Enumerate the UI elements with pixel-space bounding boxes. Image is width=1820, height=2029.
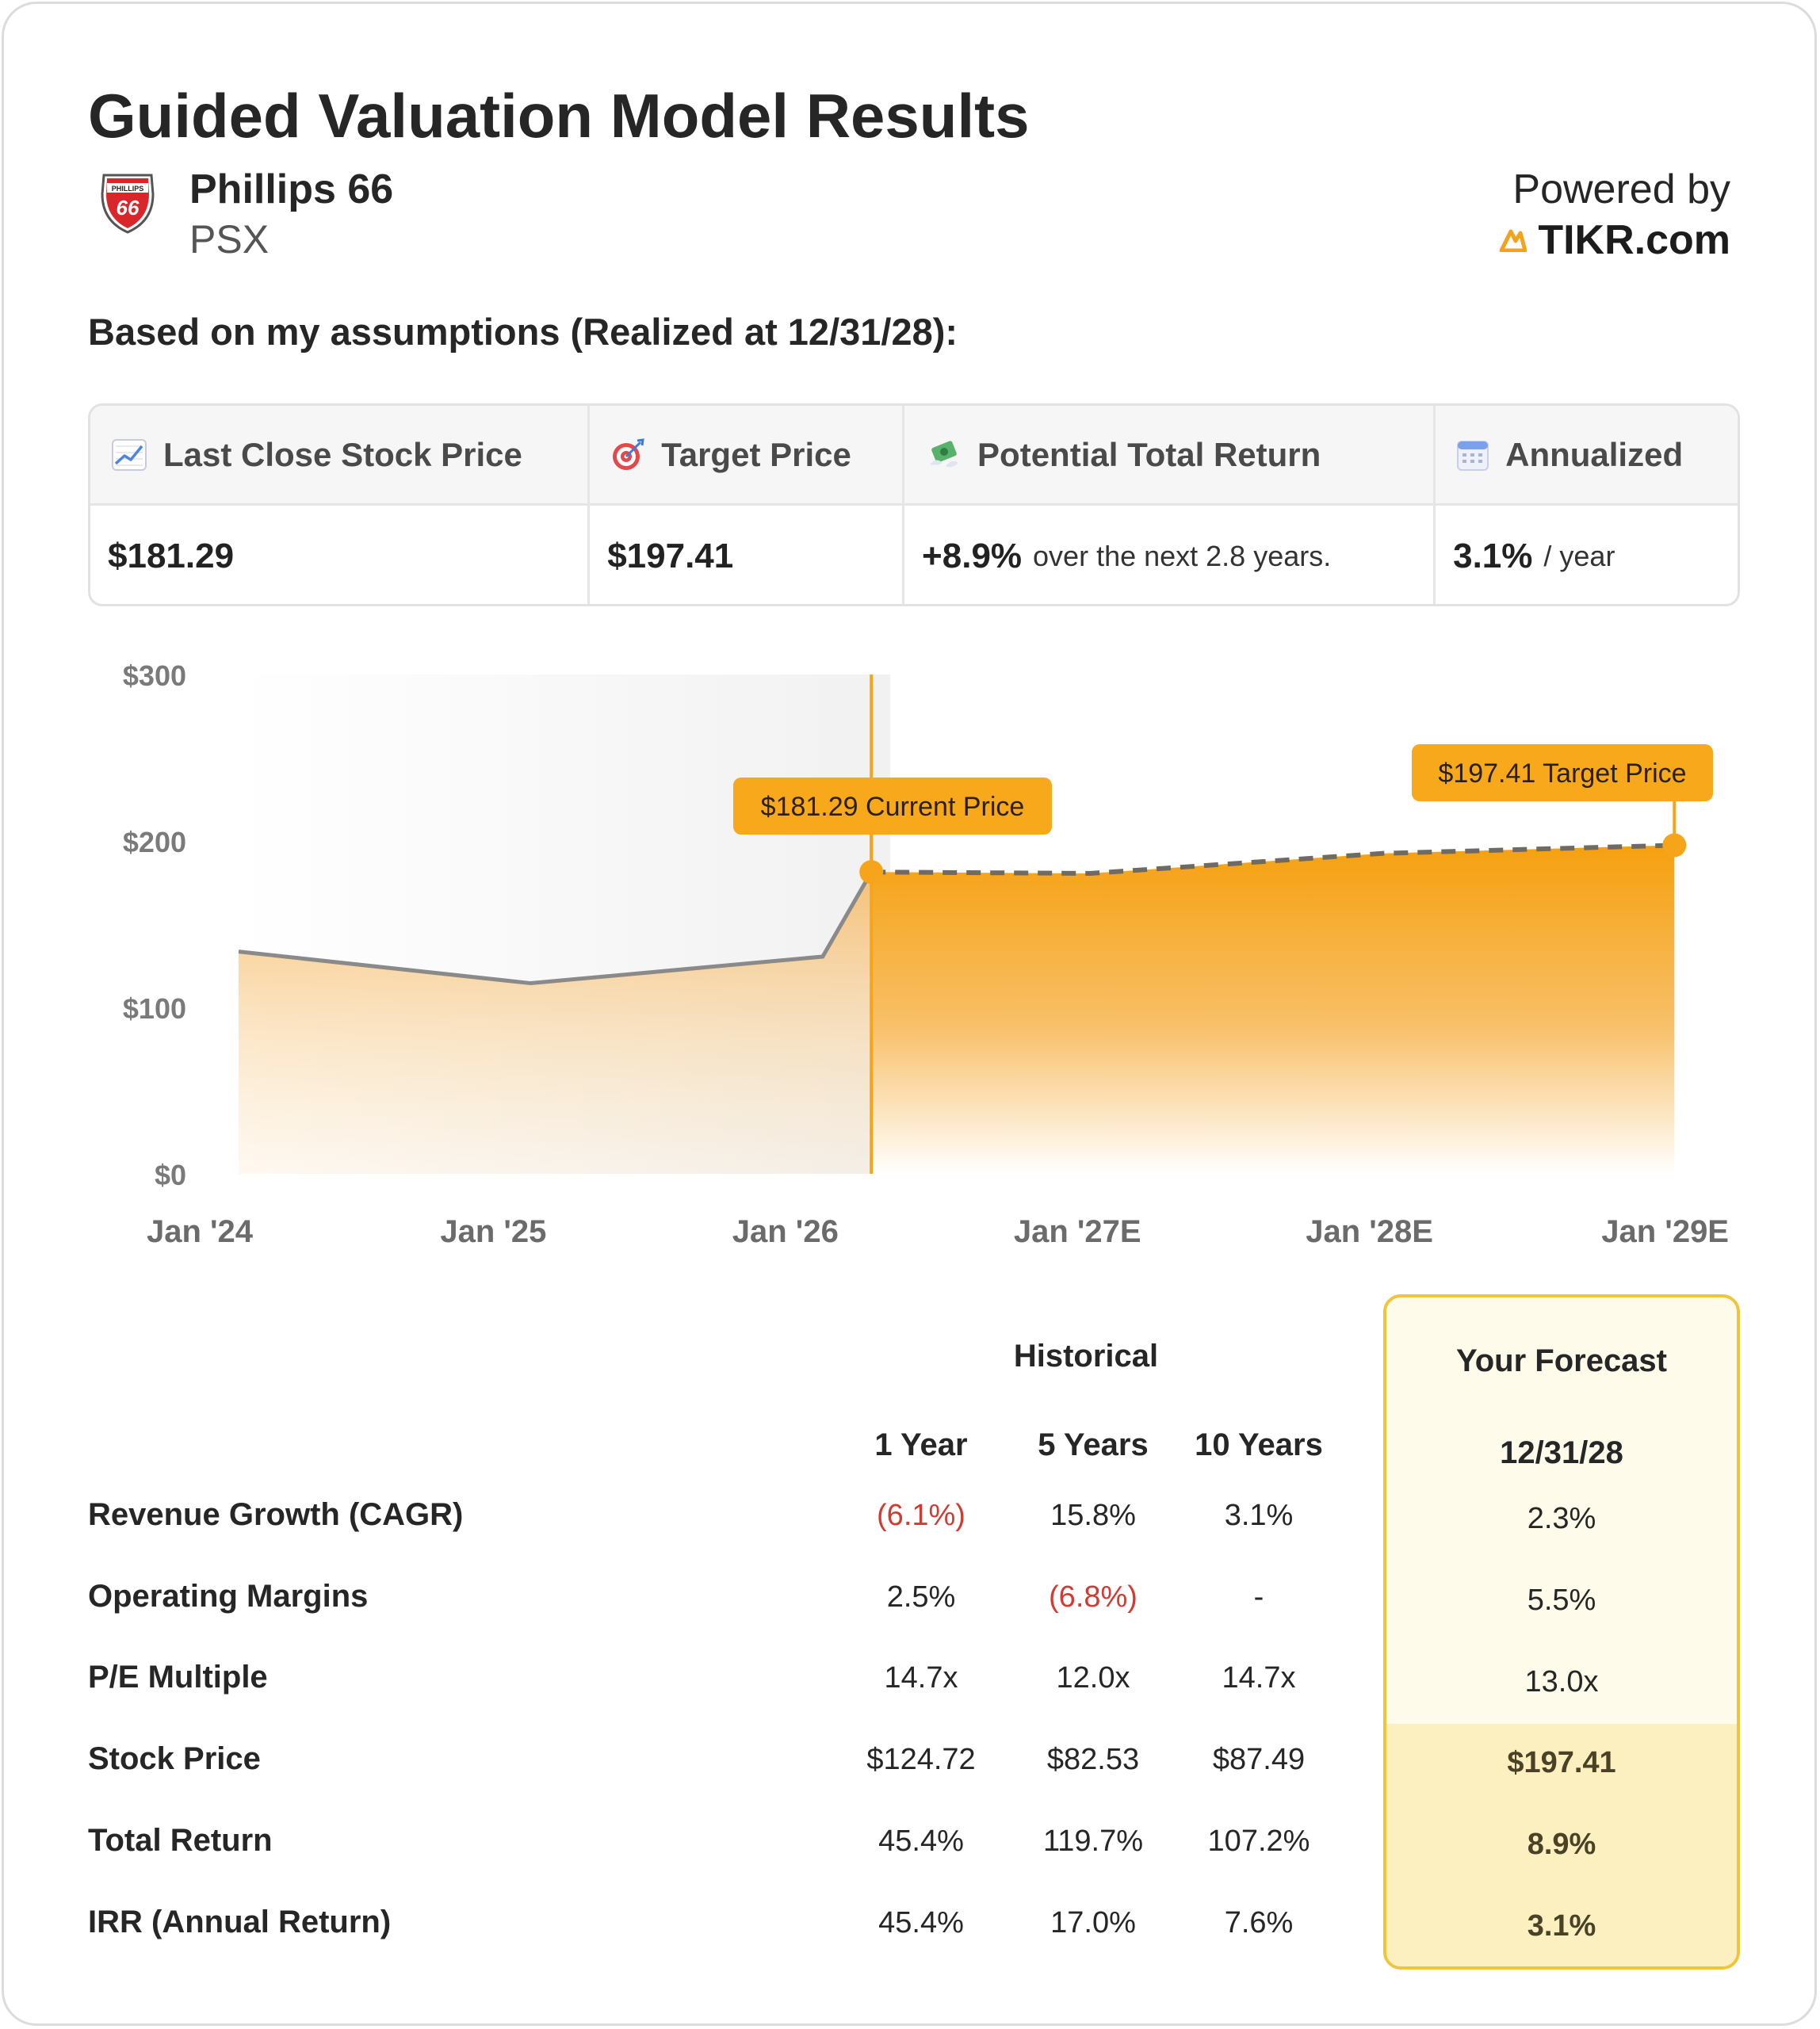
value-1-year: 2.5%	[886, 1580, 956, 1614]
value-5-years: $82.53	[1046, 1743, 1140, 1776]
value-5-years: 15.8%	[1050, 1499, 1136, 1532]
target-price-callout-box	[1412, 744, 1713, 801]
company-name: Phillips 66	[189, 166, 394, 212]
forecast-line	[871, 843, 1675, 876]
x-tick-label: Jan '25	[440, 1214, 546, 1249]
total-return-suffix: over the next 2.8 years.	[1033, 539, 1332, 572]
svg-text:PHILLIPS: PHILLIPS	[112, 185, 144, 193]
forecast-value: $197.41	[1507, 1746, 1616, 1779]
current-price-callout-box	[733, 778, 1052, 835]
current-price-callout-text: $181.29 Current Price	[761, 792, 1025, 822]
forecast-value: 8.9%	[1527, 1828, 1596, 1861]
x-tick-label: Jan '24	[147, 1214, 254, 1249]
row-label: Operating Margins	[88, 1579, 369, 1614]
target-label: Target Price	[661, 435, 851, 473]
y-tick-label: $100	[123, 992, 186, 1025]
last-close-value: $181.29	[108, 536, 235, 575]
row-label: Revenue Growth (CAGR)	[88, 1497, 464, 1532]
value-1-year: 45.4%	[878, 1825, 964, 1858]
forecast-highlight	[1386, 1724, 1737, 1966]
chart-increasing-icon	[112, 438, 147, 471]
summary-col-total-return: Potential Total Return +8.9% over the ne…	[904, 406, 1436, 604]
value-10-years: 107.2%	[1207, 1825, 1310, 1858]
row-label: Total Return	[88, 1823, 273, 1858]
annualized-suffix: / year	[1543, 539, 1615, 572]
row-label: IRR (Annual Return)	[88, 1905, 392, 1939]
historical-line	[238, 871, 874, 986]
column-5-years: 5 Years	[1038, 1427, 1149, 1462]
summary-table: Last Close Stock Price $181.29 Target Pr…	[88, 403, 1740, 606]
assumptions-heading: Based on my assumptions (Realized at 12/…	[88, 311, 958, 353]
row-label: Stock Price	[88, 1741, 261, 1776]
brand-name: TIKR.com	[1538, 217, 1730, 263]
current-price-callout-point	[859, 860, 884, 885]
powered-by-label: Powered by	[1512, 166, 1730, 212]
company-ticker: PSX	[189, 217, 270, 262]
forecast-title: Your Forecast	[1456, 1343, 1667, 1378]
price-chart: $300 $200 $100 $0 Jan '24 Jan '25 Jan '26 Jan '…	[4, 646, 1820, 1280]
value-5-years: 17.0%	[1050, 1906, 1136, 1939]
calendar-icon	[1457, 440, 1489, 471]
value-1-year: (6.1%)	[877, 1499, 965, 1532]
historical-area	[239, 872, 872, 1174]
historical-heading: Historical	[1013, 1339, 1159, 1374]
summary-col-target: Target Price $197.41	[590, 406, 905, 604]
value-5-years: (6.8%)	[1049, 1580, 1138, 1614]
target-price-callout-text: $197.41 Target Price	[1438, 758, 1686, 789]
x-tick-label: Jan '29E	[1601, 1214, 1729, 1249]
tikr-logo-icon	[1500, 229, 1528, 252]
x-tick-label: Jan '26	[732, 1214, 839, 1249]
money-with-wings-icon	[930, 440, 959, 467]
total-return-label: Potential Total Return	[977, 435, 1321, 473]
value-5-years: 12.0x	[1056, 1661, 1130, 1695]
value-10-years: 3.1%	[1224, 1499, 1294, 1532]
y-tick-label: $0	[155, 1159, 186, 1191]
summary-col-annualized: Annualized 3.1% / year	[1436, 406, 1738, 604]
total-return-value: +8.9%	[922, 536, 1023, 575]
svg-text:66: 66	[117, 196, 140, 220]
annualized-value: 3.1%	[1453, 536, 1533, 575]
value-10-years: 7.6%	[1224, 1906, 1294, 1939]
y-tick-label: $300	[123, 659, 186, 692]
value-1-year: 14.7x	[884, 1661, 958, 1695]
x-tick-label: Jan '28E	[1306, 1214, 1433, 1249]
value-1-year: $124.72	[866, 1743, 976, 1776]
value-10-years: -	[1253, 1580, 1264, 1614]
y-tick-label: $200	[123, 826, 186, 858]
forecast-value: 13.0x	[1524, 1665, 1599, 1698]
forecast-area	[871, 845, 1675, 1174]
row-label: P/E Multiple	[88, 1660, 268, 1695]
forecast-date: 12/31/28	[1500, 1435, 1623, 1470]
price-chart-svg: $300 $200 $100 $0 Jan '24 Jan '25 Jan '26 Jan '…	[123, 659, 1729, 1249]
phillips-66-logo: PHILLIPS 66	[101, 174, 155, 234]
column-1-year: 1 Year	[874, 1427, 968, 1462]
last-close-label: Last Close Stock Price	[163, 435, 522, 473]
tikr-brand-link[interactable]: TIKR.com	[1500, 216, 1730, 264]
summary-col-last-close: Last Close Stock Price $181.29	[90, 406, 591, 604]
forecast-value: 3.1%	[1527, 1909, 1596, 1943]
target-value: $197.41	[607, 536, 734, 575]
forecast-column: Your Forecast 12/31/28	[1383, 1294, 1740, 1970]
value-10-years: 14.7x	[1222, 1661, 1296, 1695]
target-icon	[613, 438, 644, 470]
value-5-years: 119.7%	[1042, 1825, 1144, 1858]
value-10-years: $87.49	[1212, 1743, 1306, 1776]
value-1-year: 45.4%	[878, 1906, 964, 1939]
forecast-value: 5.5%	[1527, 1584, 1596, 1617]
forecast-value: 2.3%	[1527, 1502, 1596, 1535]
page-title: Guided Valuation Model Results	[88, 81, 1030, 151]
column-10-years: 10 Years	[1195, 1427, 1323, 1462]
x-tick-label: Jan '27E	[1014, 1214, 1141, 1249]
target-price-callout-point	[1662, 833, 1687, 858]
annualized-label: Annualized	[1505, 435, 1684, 473]
